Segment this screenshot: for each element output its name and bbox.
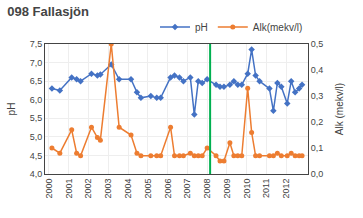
svg-text:4,5: 4,5 bbox=[30, 151, 43, 161]
svg-text:0,0: 0,0 bbox=[311, 169, 324, 179]
svg-text:pH: pH bbox=[195, 22, 208, 33]
svg-text:0,3: 0,3 bbox=[311, 91, 324, 101]
svg-text:4,0: 4,0 bbox=[30, 169, 43, 179]
svg-text:6,5: 6,5 bbox=[30, 76, 43, 86]
svg-text:0,5: 0,5 bbox=[311, 39, 324, 49]
svg-text:6,0: 6,0 bbox=[30, 95, 43, 105]
svg-text:5,5: 5,5 bbox=[30, 113, 43, 123]
svg-text:2012: 2012 bbox=[281, 179, 291, 199]
svg-text:2008: 2008 bbox=[202, 179, 212, 199]
svg-text:2000: 2000 bbox=[44, 179, 54, 199]
svg-text:2006: 2006 bbox=[163, 179, 173, 199]
svg-text:2005: 2005 bbox=[143, 179, 153, 199]
svg-text:2011: 2011 bbox=[261, 179, 271, 198]
svg-text:Alk (mekv/l): Alk (mekv/l) bbox=[334, 83, 345, 135]
svg-text:2010: 2010 bbox=[242, 179, 252, 199]
svg-text:2002: 2002 bbox=[83, 179, 93, 199]
svg-text:2007: 2007 bbox=[182, 179, 192, 199]
svg-text:2001: 2001 bbox=[64, 179, 74, 199]
svg-text:5,0: 5,0 bbox=[30, 132, 43, 142]
svg-text:2003: 2003 bbox=[103, 179, 113, 199]
svg-text:0,4: 0,4 bbox=[311, 65, 324, 75]
svg-text:2009: 2009 bbox=[222, 179, 232, 199]
svg-text:7,5: 7,5 bbox=[30, 39, 43, 49]
svg-text:Alk(mekv/l): Alk(mekv/l) bbox=[253, 22, 302, 33]
svg-text:0,1: 0,1 bbox=[311, 143, 324, 153]
svg-text:2004: 2004 bbox=[123, 179, 133, 199]
svg-text:098 Fallasjön: 098 Fallasjön bbox=[7, 4, 89, 19]
svg-text:pH: pH bbox=[6, 103, 17, 116]
svg-text:7,0: 7,0 bbox=[30, 58, 43, 68]
svg-text:0,2: 0,2 bbox=[311, 117, 324, 127]
